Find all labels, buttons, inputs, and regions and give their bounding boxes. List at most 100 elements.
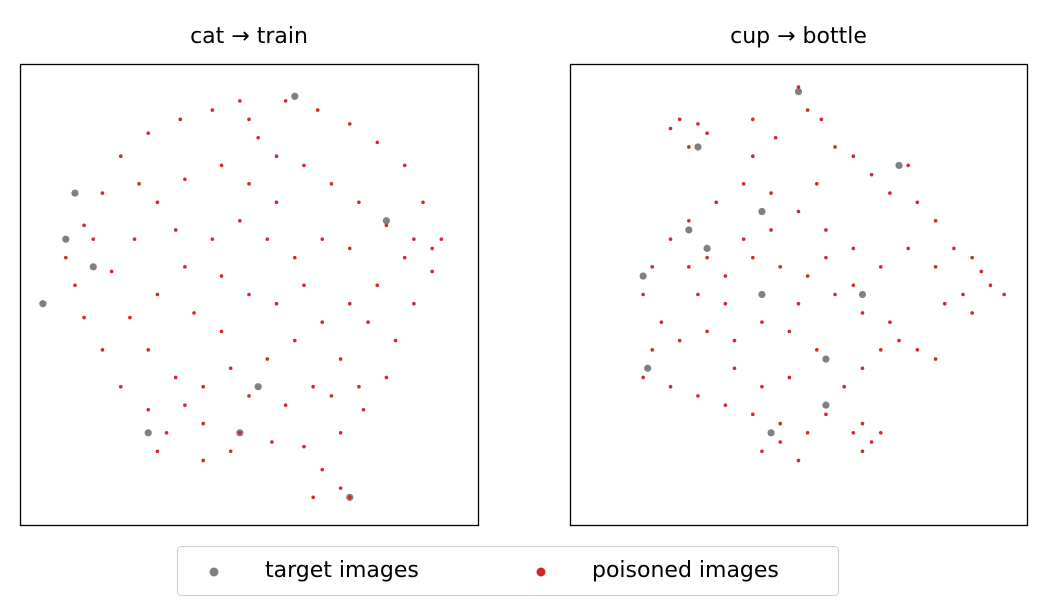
legend-label: target images <box>265 558 419 583</box>
poisoned-point <box>842 384 846 389</box>
poisoned-point <box>384 223 389 228</box>
poisoned-point <box>860 449 865 454</box>
poisoned-point <box>247 182 251 186</box>
poisoned-point <box>787 375 792 380</box>
poisoned-point <box>302 444 306 449</box>
target-point <box>62 235 70 243</box>
poisoned-point <box>819 117 824 122</box>
poisoned-point <box>796 301 801 306</box>
poisoned-point <box>201 384 205 389</box>
poisoned-point <box>860 366 865 371</box>
poisoned-point <box>1002 292 1006 297</box>
poisoned-point <box>696 122 700 126</box>
poisoned-point <box>412 237 416 241</box>
poisoned-point <box>687 145 691 149</box>
poisoned-point <box>760 384 764 389</box>
poisoned-point <box>970 255 974 260</box>
poisoned-point <box>320 467 325 472</box>
poisoned-point <box>751 255 755 260</box>
poisoned-point <box>201 458 205 463</box>
poisoned-point <box>100 191 105 195</box>
poisoned-point <box>164 431 169 435</box>
poisoned-point <box>247 117 251 122</box>
poisoned-point <box>375 283 380 288</box>
poisoned-point <box>329 394 334 398</box>
poisoned-point <box>687 218 691 223</box>
poisoned-point <box>878 431 883 435</box>
poisoned-point <box>228 366 233 371</box>
poisoned-point <box>824 228 828 232</box>
poisoned-point <box>402 255 407 260</box>
poisoned-point <box>751 154 755 158</box>
poisoned-point <box>132 237 137 241</box>
poisoned-point <box>805 431 810 435</box>
poisoned-point <box>942 301 947 306</box>
plot-frame <box>19 63 480 527</box>
poisoned-point <box>687 265 691 269</box>
poisoned-point <box>906 246 910 251</box>
poisoned-point <box>705 329 709 334</box>
poisoned-point <box>933 357 938 361</box>
poisoned-point <box>82 315 86 320</box>
poisoned-point <box>183 403 187 407</box>
poisoned-point <box>897 338 901 343</box>
poisoned-point <box>979 269 984 274</box>
poisoned-point <box>869 440 874 444</box>
poisoned-point <box>283 99 288 103</box>
poisoned-point <box>82 223 86 228</box>
poisoned-point <box>650 348 655 352</box>
poisoned-point <box>773 135 778 140</box>
poisoned-point <box>412 301 416 306</box>
poisoned-point <box>732 366 737 371</box>
poisoned-point <box>769 228 773 232</box>
target-point <box>703 244 711 252</box>
poisoned-point <box>430 269 435 274</box>
poisoned-point <box>274 200 279 205</box>
poisoned-point <box>741 182 746 186</box>
poisoned-point <box>888 320 892 324</box>
poisoned-point <box>219 274 224 278</box>
poisoned-point <box>796 85 801 89</box>
poisoned-point <box>228 449 233 454</box>
poisoned-point <box>219 329 224 334</box>
poisoned-point <box>137 182 141 186</box>
target-point <box>767 429 775 437</box>
target-point <box>822 401 830 409</box>
poisoned-point <box>311 384 315 389</box>
poisoned-point <box>814 348 819 352</box>
poisoned-point <box>778 440 783 444</box>
poisoned-point <box>659 320 664 324</box>
poisoned-point <box>668 237 673 241</box>
poisoned-point <box>302 163 306 168</box>
poisoned-point <box>178 117 183 122</box>
poisoned-point <box>192 311 196 315</box>
poisoned-point <box>696 394 700 398</box>
poisoned-point <box>247 292 251 297</box>
poisoned-point <box>155 449 160 454</box>
poisoned-point <box>933 265 938 269</box>
poisoned-point <box>833 145 837 149</box>
poisoned-point <box>347 495 352 500</box>
target-point <box>794 88 803 96</box>
target-point <box>254 383 262 391</box>
poisoned-point <box>210 237 215 241</box>
poisoned-point <box>833 292 837 297</box>
poisoned-point <box>723 403 728 407</box>
target-point <box>858 290 867 299</box>
target-point <box>644 364 652 372</box>
poisoned-point <box>677 338 682 343</box>
poisoned-point <box>265 237 270 241</box>
poisoned-point <box>668 384 673 389</box>
poisoned-point <box>73 283 77 288</box>
poisoned-point <box>238 99 242 103</box>
poisoned-point <box>878 348 883 352</box>
poisoned-point <box>778 265 783 269</box>
poisoned-point <box>183 265 187 269</box>
poisoned-point <box>347 122 352 126</box>
legend-marker <box>209 567 219 577</box>
poisoned-point <box>338 486 343 490</box>
poisoned-point <box>270 440 274 444</box>
poisoned-point <box>247 394 251 398</box>
poisoned-point <box>851 431 856 435</box>
